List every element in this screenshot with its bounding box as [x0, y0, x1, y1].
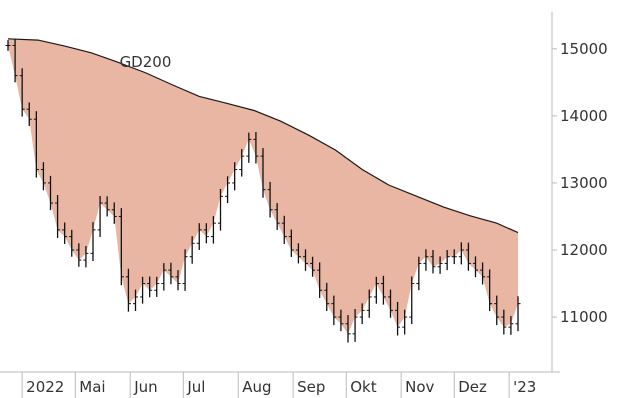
price-bar	[133, 289, 138, 312]
price-bar	[97, 196, 103, 237]
price-bar	[480, 262, 486, 285]
price-bar	[203, 223, 209, 244]
price-bar	[40, 162, 46, 191]
price-bar	[324, 282, 330, 312]
price-bar	[402, 309, 408, 335]
price-bar	[196, 223, 202, 250]
price-bar	[19, 68, 25, 117]
price-bar	[295, 243, 301, 264]
x-tick-label: Sep	[297, 378, 325, 396]
x-tick-label: Mai	[79, 378, 105, 396]
price-bar	[380, 275, 386, 305]
price-bar	[465, 242, 471, 271]
price-bar	[239, 149, 245, 177]
price-bar	[444, 250, 450, 271]
price-bar	[55, 195, 61, 238]
price-bar	[104, 196, 110, 217]
y-tick-label: 14000	[560, 107, 608, 125]
price-bar	[48, 175, 53, 211]
price-bar	[246, 132, 252, 163]
price-bar	[125, 268, 131, 312]
price-bar	[416, 256, 422, 291]
price-bar	[501, 309, 507, 335]
price-bar	[12, 38, 18, 83]
y-tick-label: 12000	[560, 241, 608, 259]
x-axis: 2022 Mai Jun Jul Aug Sep Okt Nov Dez '23	[0, 371, 560, 398]
price-bars	[5, 38, 521, 343]
price-bar	[161, 263, 167, 291]
price-bar	[303, 249, 308, 271]
price-bar	[373, 276, 379, 304]
price-bar	[515, 296, 521, 332]
price-bar	[175, 270, 181, 291]
price-bar	[5, 40, 11, 51]
x-tick-label: '23	[513, 378, 536, 396]
series-label-gd200: GD200	[120, 53, 172, 71]
price-bar	[62, 222, 68, 244]
series-line-gd200	[7, 38, 519, 234]
price-bar	[76, 243, 82, 267]
y-tick-label: 15000	[560, 40, 608, 58]
price-bar	[182, 249, 188, 291]
price-bar	[359, 303, 365, 325]
x-tick-label: 2022	[26, 378, 64, 396]
y-tick-label: 13000	[560, 174, 608, 192]
x-tick-label: Dez	[458, 378, 487, 396]
x-tick-label: Jun	[133, 378, 157, 396]
price-bar	[458, 242, 464, 265]
plot-area: GD200	[5, 38, 521, 343]
x-tick-label: Aug	[242, 378, 271, 396]
price-bar	[508, 316, 514, 335]
price-bar	[366, 289, 372, 318]
price-bar	[225, 176, 231, 204]
x-tick-label: Nov	[405, 378, 434, 396]
price-bar	[111, 202, 117, 224]
price-bar	[437, 256, 443, 274]
price-bar	[26, 102, 32, 126]
price-bar	[232, 162, 238, 191]
price-bar	[168, 262, 174, 285]
price-bar	[267, 181, 273, 218]
y-tick-label: 11000	[560, 308, 608, 326]
price-bar	[487, 269, 493, 312]
price-bar	[147, 276, 153, 298]
price-bar	[409, 276, 415, 325]
price-bar	[423, 249, 429, 271]
price-bar	[33, 111, 39, 178]
price-bar	[118, 208, 124, 286]
price-bar	[473, 256, 478, 278]
x-tick-label: Okt	[350, 378, 376, 396]
price-bar	[451, 249, 457, 265]
price-bar	[331, 295, 337, 326]
price-bar	[218, 188, 223, 231]
price-bar	[345, 315, 351, 343]
price-bar	[69, 229, 75, 257]
price-bar	[253, 131, 259, 164]
price-bar	[260, 148, 266, 198]
price-bar	[317, 262, 323, 298]
price-bar	[310, 256, 316, 277]
price-bar	[90, 222, 96, 262]
y-axis: 11000 12000 13000 14000 15000	[551, 12, 608, 372]
price-bar	[288, 229, 294, 258]
price-bar	[210, 216, 216, 244]
price-bar	[338, 309, 344, 332]
x-tick-label: Jul	[186, 378, 205, 396]
price-bar	[189, 236, 195, 264]
price-bar	[274, 203, 280, 230]
price-bar	[281, 215, 287, 244]
price-bar	[154, 276, 160, 297]
price-bar	[494, 295, 500, 326]
price-bar	[388, 289, 393, 318]
price-bar	[352, 309, 358, 342]
price-bar	[430, 250, 436, 274]
price-bar	[140, 276, 146, 304]
price-bar	[395, 301, 401, 336]
price-bar	[83, 245, 89, 268]
